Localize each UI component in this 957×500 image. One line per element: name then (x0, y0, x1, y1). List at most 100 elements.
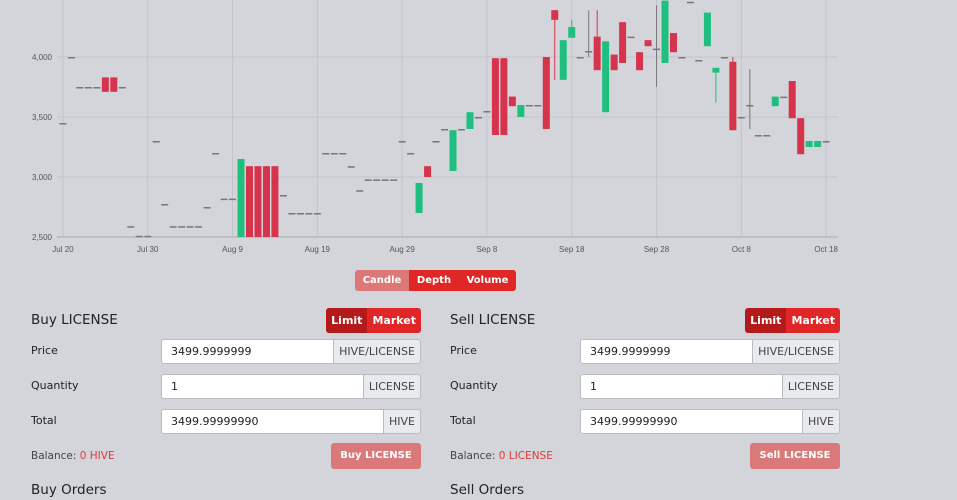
candle-body (585, 51, 593, 53)
field-label: Price (31, 344, 58, 357)
candle-body (483, 111, 491, 113)
candle-body (262, 166, 270, 237)
candle-body (805, 141, 813, 147)
candle-body (203, 207, 211, 209)
order-type-button[interactable]: Limit (326, 308, 368, 333)
input-field[interactable]: 3499.99999990 (581, 410, 802, 433)
candle-body (542, 57, 550, 129)
panel-title: Sell LICENSE (450, 312, 536, 328)
input-field[interactable]: 3499.99999990 (162, 410, 383, 433)
y-tick-label: 4,000 (32, 53, 53, 62)
candle-body (432, 141, 440, 143)
candle-body (466, 112, 474, 129)
sell-button[interactable]: Sell LICENSE (750, 443, 840, 469)
input-unit[interactable]: HIVE (802, 410, 839, 433)
y-tick-label: 3,000 (32, 173, 53, 182)
candle-body (186, 226, 194, 228)
chart: 2,500 3,000 3,500 4,000 Jul 20 Jul 30 Aug 9 Aug… (32, 0, 838, 254)
x-tick-label: Sep 8 (476, 245, 497, 254)
input-group[interactable]: 3499.9999999 HIVE/LICENSE (580, 339, 840, 364)
candle-body (84, 87, 92, 89)
candle-body (457, 129, 465, 131)
candle-body (93, 87, 101, 89)
sell-panel: Sell LICENSE Limit Market Price 3499.9999999… (450, 300, 840, 500)
candle-body (390, 179, 398, 181)
order-type-button[interactable]: Market (786, 308, 840, 333)
candle-body (59, 123, 67, 125)
chart-tab[interactable]: Volume (459, 270, 516, 291)
input-group[interactable]: 3499.99999990 HIVE (580, 409, 840, 434)
candle-body (398, 141, 406, 143)
order-types[interactable]: Limit Market (326, 308, 421, 333)
x-tick-label: Aug 29 (389, 245, 415, 254)
candle-body (610, 54, 618, 71)
candle-body (593, 36, 601, 71)
candle-body (178, 226, 186, 228)
candle-body (754, 135, 762, 137)
candle-body (322, 153, 330, 155)
x-tick-label: Sep 18 (559, 245, 585, 254)
balance: Balance: 0 HIVE (31, 450, 115, 462)
input-field[interactable]: 3499.9999999 (581, 340, 753, 363)
candle-body (76, 87, 84, 89)
candle-body (407, 153, 415, 155)
input-group[interactable]: 1 LICENSE (580, 374, 840, 399)
input-unit[interactable]: HIVE/LICENSE (752, 340, 839, 363)
candle-body (195, 226, 203, 228)
input-field[interactable]: 1 (581, 375, 782, 398)
chart-tab[interactable]: Depth (409, 270, 459, 291)
candle-body (822, 141, 830, 143)
candle-body (678, 57, 686, 59)
candle-body (245, 166, 253, 237)
input-unit[interactable]: HIVE (383, 410, 420, 433)
candle-body (788, 81, 796, 119)
chart-tab[interactable]: Candle (355, 270, 409, 291)
candle-body (525, 105, 533, 107)
candle-body (559, 40, 567, 80)
balance: Balance: 0 LICENSE (450, 450, 553, 462)
candle-body (279, 195, 287, 197)
candle-body (118, 87, 126, 89)
field-label: Price (450, 344, 477, 357)
x-tick-label: Aug 9 (222, 245, 243, 254)
field-label: Total (450, 414, 476, 427)
x-tick-label: Sep 28 (644, 245, 670, 254)
order-type-button[interactable]: Limit (745, 308, 787, 333)
candle-body (330, 153, 338, 155)
candle-body (602, 41, 610, 113)
candle-body (500, 58, 508, 136)
input-group[interactable]: 3499.9999999 HIVE/LICENSE (161, 339, 421, 364)
candle-body (669, 33, 677, 53)
candle-body (720, 57, 728, 59)
buy-button[interactable]: Buy LICENSE (331, 443, 421, 469)
input-field[interactable]: 1 (162, 375, 363, 398)
candle-body (101, 77, 109, 92)
input-unit[interactable]: HIVE/LICENSE (333, 340, 420, 363)
candle-body (797, 118, 805, 155)
order-type-button[interactable]: Market (367, 308, 421, 333)
candle-body (424, 166, 432, 177)
panel-title: Buy LICENSE (31, 312, 118, 328)
input-group[interactable]: 1 LICENSE (161, 374, 421, 399)
candle-body (551, 10, 559, 20)
candle-body (686, 1, 694, 4)
candle-body (508, 96, 516, 107)
candle-body (619, 22, 627, 63)
candle-body (636, 52, 644, 71)
input-group[interactable]: 3499.99999990 HIVE (161, 409, 421, 434)
candle-body (356, 190, 364, 192)
input-unit[interactable]: LICENSE (362, 375, 420, 398)
candle-body (305, 213, 313, 215)
candle-body (135, 235, 143, 238)
input-field[interactable]: 3499.9999999 (162, 340, 334, 363)
candle-body (441, 129, 449, 131)
candle-body (644, 40, 652, 47)
candle-body (161, 204, 169, 206)
candle-body (229, 198, 237, 201)
x-tick-label: Oct 8 (732, 245, 752, 254)
field-label: Quantity (31, 379, 79, 392)
input-unit[interactable]: LICENSE (781, 375, 839, 398)
order-types[interactable]: Limit Market (745, 308, 840, 333)
candle-body (763, 135, 771, 137)
candle-body (220, 198, 228, 201)
